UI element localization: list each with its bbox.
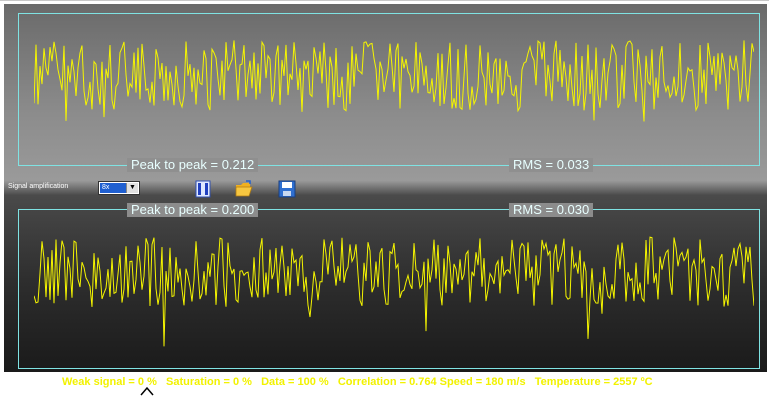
bottom-signal-panel	[18, 209, 760, 369]
saturation-status: Saturation = 0 %	[166, 376, 252, 388]
bottom-peak-to-peak: Peak to peak = 0.200	[127, 203, 259, 217]
chevron-down-icon[interactable]: ▼	[126, 183, 138, 193]
top-signal-waveform	[34, 40, 754, 122]
bottom-rms: RMS = 0.030	[509, 203, 594, 217]
folder-open-icon[interactable]	[235, 180, 253, 198]
data-status: Data = 100 %	[261, 376, 329, 388]
amplification-label: Signal amplification	[8, 183, 69, 190]
save-icon[interactable]	[278, 180, 296, 198]
mouse-cursor-icon	[140, 386, 154, 396]
speed-status: Speed = 180 m/s	[439, 376, 526, 388]
signal-display: Peak to peak = 0.212 RMS = 0.033 Signal …	[4, 4, 767, 372]
top-border	[0, 0, 769, 1]
weak-signal-status: Weak signal = 0 %	[62, 376, 157, 388]
waveform-trace	[34, 40, 754, 122]
temperature-status: Temperature = 2557 ºC	[534, 376, 653, 388]
correlation-status: Correlation = 0.764	[337, 376, 437, 388]
top-rms: RMS = 0.033	[509, 158, 594, 172]
waveform-trace	[34, 236, 754, 347]
pause-icon[interactable]	[194, 180, 212, 198]
top-peak-to-peak: Peak to peak = 0.212	[127, 158, 259, 172]
amplification-select[interactable]: 8x ▼	[98, 181, 140, 195]
bottom-signal-waveform	[34, 236, 754, 347]
amplification-value: 8x	[100, 183, 128, 193]
top-signal-panel	[18, 13, 760, 166]
status-bar: Weak signal = 0 % Saturation = 0 % Data …	[62, 376, 653, 388]
